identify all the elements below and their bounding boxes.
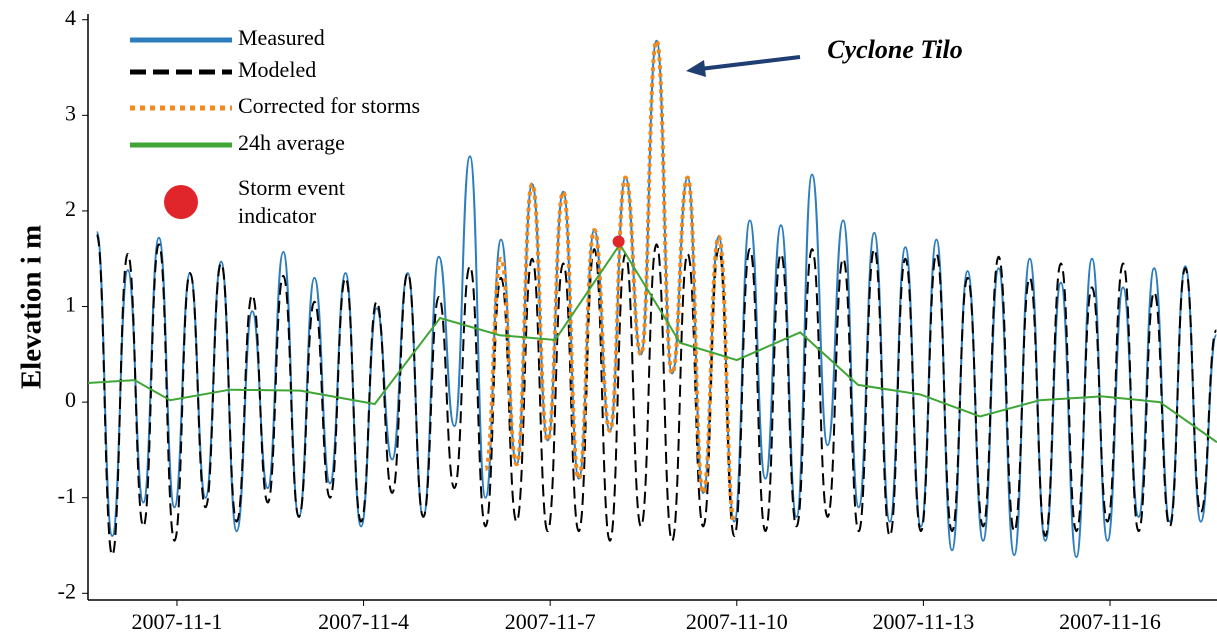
legend-label: Corrected for storms [238, 93, 420, 118]
y-axis-label: Elevation i m [16, 225, 48, 389]
legend-label: 24h average [238, 130, 345, 155]
x-tick-label: 2007-11-13 [872, 609, 974, 634]
legend-label: Storm event indicator [238, 175, 345, 228]
y-tick-label: 4 [65, 5, 76, 30]
x-tick-label: 2007-11-4 [318, 609, 409, 634]
legend-marker [164, 185, 198, 219]
storm-marker [612, 235, 625, 248]
legend-label: Modeled [238, 57, 316, 82]
y-tick-label: -1 [58, 483, 76, 508]
x-tick-label: 2007-11-7 [505, 609, 596, 634]
y-tick-label: 1 [65, 292, 76, 317]
y-tick-label: 2 [65, 196, 76, 221]
x-tick-label: 2007-11-10 [686, 609, 788, 634]
series-line [95, 233, 1217, 557]
y-tick-label: -2 [58, 578, 76, 603]
annotation-arrow [699, 55, 801, 71]
y-tick-label: 3 [65, 100, 76, 125]
legend-label: Measured [238, 25, 325, 50]
series-line [87, 242, 1217, 444]
annotation: Cyclone Tilo [827, 35, 963, 64]
annotation-arrowhead [686, 60, 706, 77]
y-tick-label: 0 [65, 387, 76, 412]
series-line [483, 38, 737, 524]
x-tick-label: 2007-11-1 [132, 609, 223, 634]
x-tick-label: 2007-11-16 [1059, 609, 1161, 634]
